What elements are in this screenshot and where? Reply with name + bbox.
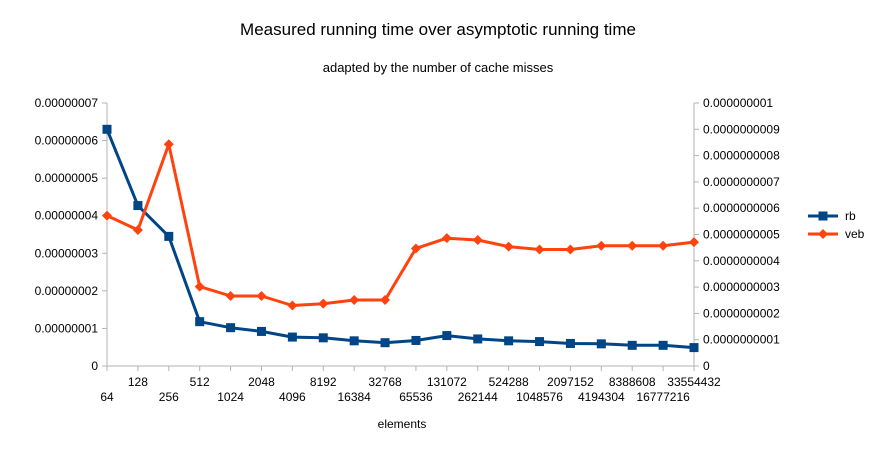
right-tick-label: 0.0000000007	[703, 175, 780, 189]
left-tick-label: 0.00000003	[35, 246, 99, 260]
left-axis-ticks: 0 0.00000001 0.00000002 0.00000003 0.0000000…	[35, 96, 107, 373]
data-point-rb	[689, 343, 699, 353]
x-tick-label: 2097152	[547, 375, 594, 389]
left-tick-label: 0.00000005	[35, 171, 99, 185]
data-point-rb	[504, 336, 514, 346]
data-point-veb	[565, 244, 576, 255]
right-tick-label: 0.0000000006	[703, 201, 780, 215]
left-tick-label: 0.00000001	[35, 321, 99, 335]
legend-label-veb: veb	[845, 227, 865, 241]
legend: rb veb	[808, 209, 865, 241]
data-point-veb	[163, 139, 174, 150]
left-tick-label: 0	[91, 359, 98, 373]
data-point-rb	[256, 326, 266, 336]
series-line-veb	[106, 142, 695, 307]
right-tick-label: 0.0000000001	[703, 333, 780, 347]
series-layer	[102, 124, 699, 353]
data-point-rb	[226, 323, 236, 333]
axes	[106, 103, 695, 367]
data-point-rb	[133, 201, 143, 211]
series-veb	[102, 139, 699, 311]
x-tick-label: 1024	[217, 390, 244, 404]
x-tick-label: 16777216	[636, 390, 690, 404]
data-point-rb	[349, 336, 359, 346]
x-tick-label: 2048	[248, 375, 275, 389]
x-tick-label: 256	[159, 390, 179, 404]
x-axis-label: elements	[378, 417, 427, 431]
data-point-veb	[534, 244, 545, 255]
right-tick-label: 0.0000000004	[703, 254, 780, 268]
data-point-rb	[318, 333, 328, 343]
chart-subtitle: adapted by the number of cache misses	[323, 60, 554, 75]
x-tick-label: 8192	[310, 375, 337, 389]
data-point-veb	[318, 298, 329, 309]
x-tick-label: 32768	[368, 375, 402, 389]
data-point-veb	[194, 281, 205, 292]
data-point-rb	[195, 317, 205, 327]
data-point-veb	[102, 210, 112, 221]
x-axis-ticks: 64 128 256 512 1024 2048 4096 81921638432768655…	[100, 366, 721, 404]
data-point-veb	[596, 240, 607, 251]
data-point-rb	[658, 340, 668, 350]
data-point-veb	[441, 233, 452, 244]
legend-marker-veb	[818, 229, 828, 239]
x-tick-label: 131072	[427, 375, 467, 389]
data-point-veb	[380, 294, 391, 305]
right-tick-label: 0.0000000009	[703, 122, 780, 136]
left-tick-label: 0.00000002	[35, 284, 99, 298]
data-point-rb	[380, 338, 390, 348]
data-point-veb	[627, 240, 638, 251]
chart-title: Measured running time over asymptotic ru…	[240, 20, 636, 39]
data-point-veb	[256, 291, 267, 302]
data-point-rb	[102, 124, 112, 134]
data-point-veb	[658, 240, 669, 251]
right-axis-ticks: 0 0.0000000001 0.0000000002 0.0000000003 0.0…	[694, 96, 780, 373]
data-point-veb	[503, 241, 514, 252]
data-point-rb	[627, 340, 637, 350]
x-tick-label: 33554432	[667, 375, 721, 389]
data-point-rb	[596, 339, 606, 349]
series-rb	[102, 124, 699, 353]
right-tick-label: 0.0000000005	[703, 228, 780, 242]
x-tick-label: 524288	[489, 375, 529, 389]
data-point-veb	[349, 294, 360, 305]
x-tick-label: 65536	[399, 390, 433, 404]
x-tick-label: 262144	[458, 390, 498, 404]
data-point-rb	[411, 335, 421, 345]
data-point-veb	[689, 237, 699, 248]
data-point-veb	[132, 225, 143, 236]
x-tick-label: 16384	[337, 390, 371, 404]
data-point-rb	[565, 338, 575, 348]
right-tick-label: 0.0000000002	[703, 306, 780, 320]
left-tick-label: 0.00000004	[35, 209, 99, 223]
right-tick-label: 0.0000000008	[703, 149, 780, 163]
x-tick-label: 8388608	[609, 375, 656, 389]
left-tick-label: 0.00000007	[35, 96, 99, 110]
right-tick-label: 0.000000001	[703, 96, 773, 110]
series-line-rb	[105, 128, 695, 350]
data-point-rb	[442, 331, 452, 341]
x-tick-label: 4096	[279, 390, 306, 404]
legend-label-rb: rb	[845, 209, 856, 223]
data-point-rb	[535, 337, 545, 347]
data-point-rb	[287, 332, 297, 342]
data-point-veb	[225, 291, 236, 302]
x-tick-label: 1048576	[516, 390, 563, 404]
data-point-rb	[164, 231, 174, 241]
x-tick-label: 512	[190, 375, 210, 389]
right-tick-label: 0	[703, 359, 710, 373]
x-tick-label: 4194304	[578, 390, 625, 404]
data-point-veb	[472, 235, 483, 246]
x-tick-label: 128	[128, 375, 148, 389]
x-tick-label: 64	[100, 390, 114, 404]
data-point-veb	[410, 243, 421, 254]
legend-marker-rb	[818, 211, 828, 221]
right-tick-label: 0.0000000003	[703, 280, 780, 294]
data-point-rb	[473, 334, 483, 344]
left-tick-label: 0.00000006	[35, 134, 99, 148]
data-point-veb	[287, 300, 298, 311]
